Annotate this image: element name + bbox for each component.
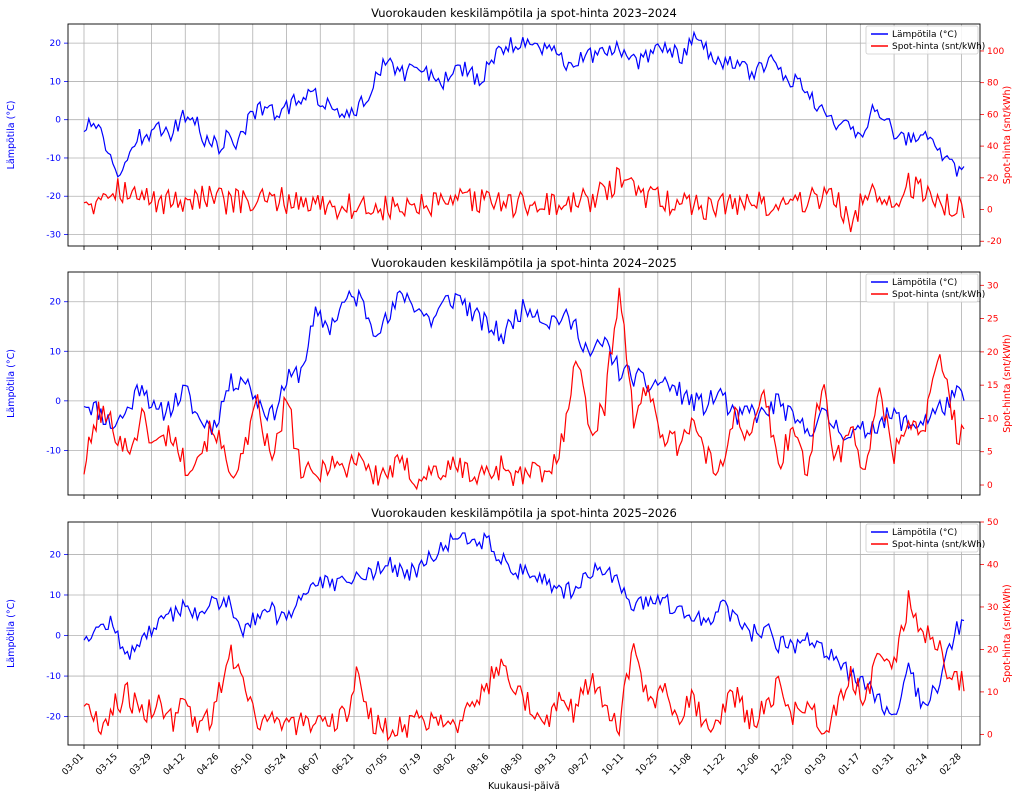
- legend-box: [865, 273, 979, 303]
- y-left-tick-label: 0: [55, 632, 61, 642]
- chart-title: Vuorokauden keskilämpötila ja spot-hinta…: [371, 6, 677, 20]
- series-line-spot-price: [83, 166, 965, 233]
- y-right-tick-label: 60: [987, 110, 999, 120]
- series-line-temperature: [83, 30, 965, 178]
- y-left-tick-label: -20: [46, 192, 61, 202]
- y-right-tick-label: 50: [987, 518, 999, 528]
- legend-label-spot-price: Spot-hinta (snt/kWh): [892, 290, 985, 300]
- chart-title: Vuorokauden keskilämpötila ja spot-hinta…: [371, 256, 677, 270]
- y-left-tick-label: -10: [46, 154, 61, 164]
- y-right-tick-label: 0: [987, 481, 993, 491]
- legend-label-temperature: Lämpötila (°C): [892, 528, 957, 538]
- y-right-tick-label: 20: [987, 348, 999, 358]
- axes-frame: [67, 23, 981, 247]
- y-left-tick-label: -30: [46, 231, 61, 241]
- axes-frame: [67, 521, 981, 746]
- y-right-tick-label: 25: [987, 315, 998, 325]
- y-right-tick-label: 20: [987, 174, 999, 184]
- y-left-tick-label: 10: [50, 77, 62, 87]
- y-right-tick-label: 0: [987, 730, 993, 740]
- y-left-tick-label: 10: [50, 591, 62, 601]
- y-right-tick-label: 30: [987, 603, 999, 613]
- legend-label-spot-price: Spot-hinta (snt/kWh): [892, 540, 985, 550]
- y-right-tick-label: 20: [987, 645, 999, 655]
- y-right-tick-label: 10: [987, 414, 999, 424]
- y-left-tick-label: -10: [46, 672, 61, 682]
- legend-label-spot-price: Spot-hinta (snt/kWh): [892, 42, 985, 52]
- y-right-tick-label: 30: [987, 281, 999, 291]
- y-right-axis-label: Spot-hinta (snt/kWh): [1002, 334, 1013, 433]
- chart-title: Vuorokauden keskilämpötila ja spot-hinta…: [371, 506, 677, 520]
- y-right-tick-label: 0: [987, 206, 993, 216]
- y-left-tick-label: 20: [50, 39, 62, 49]
- y-left-tick-label: 20: [50, 298, 62, 308]
- series-line-temperature: [83, 531, 965, 717]
- series-line-temperature: [83, 288, 965, 442]
- y-right-tick-label: -20: [987, 237, 1002, 247]
- y-right-tick-label: 15: [987, 381, 998, 391]
- y-left-tick-label: 0: [55, 116, 61, 126]
- y-left-tick-label: 0: [55, 397, 61, 407]
- y-left-tick-label: -10: [46, 446, 61, 456]
- legend-box: [865, 523, 979, 553]
- y-right-tick-label: 100: [987, 47, 1004, 57]
- series-line-spot-price: [83, 287, 965, 491]
- y-right-tick-label: 80: [987, 79, 999, 89]
- legend-label-temperature: Lämpötila (°C): [892, 30, 957, 40]
- y-right-tick-label: 5: [987, 448, 993, 458]
- y-left-axis-label: Lämpötila (°C): [6, 599, 17, 668]
- chart-panel-1: Vuorokauden keskilämpötila ja spot-hinta…: [6, 6, 1013, 250]
- legend-box: [865, 25, 979, 55]
- y-left-axis-label: Lämpötila (°C): [6, 349, 17, 418]
- y-right-axis-label: Spot-hinta (snt/kWh): [1002, 86, 1013, 185]
- y-left-tick-label: 10: [50, 347, 62, 357]
- y-left-tick-label: -20: [46, 713, 61, 723]
- legend-label-temperature: Lämpötila (°C): [892, 278, 957, 288]
- y-right-tick-label: 40: [987, 142, 999, 152]
- y-left-axis-label: Lämpötila (°C): [6, 101, 17, 170]
- y-right-tick-label: 10: [987, 688, 999, 698]
- series-line-spot-price: [83, 590, 965, 742]
- axes-frame: [67, 271, 981, 496]
- chart-panel-2: Vuorokauden keskilämpötila ja spot-hinta…: [6, 256, 1013, 499]
- y-right-axis-label: Spot-hinta (snt/kWh): [1002, 584, 1013, 683]
- y-right-tick-label: 40: [987, 560, 999, 570]
- y-left-tick-label: 20: [50, 550, 62, 560]
- x-axis-label: Kuukausi-päivä: [488, 781, 560, 792]
